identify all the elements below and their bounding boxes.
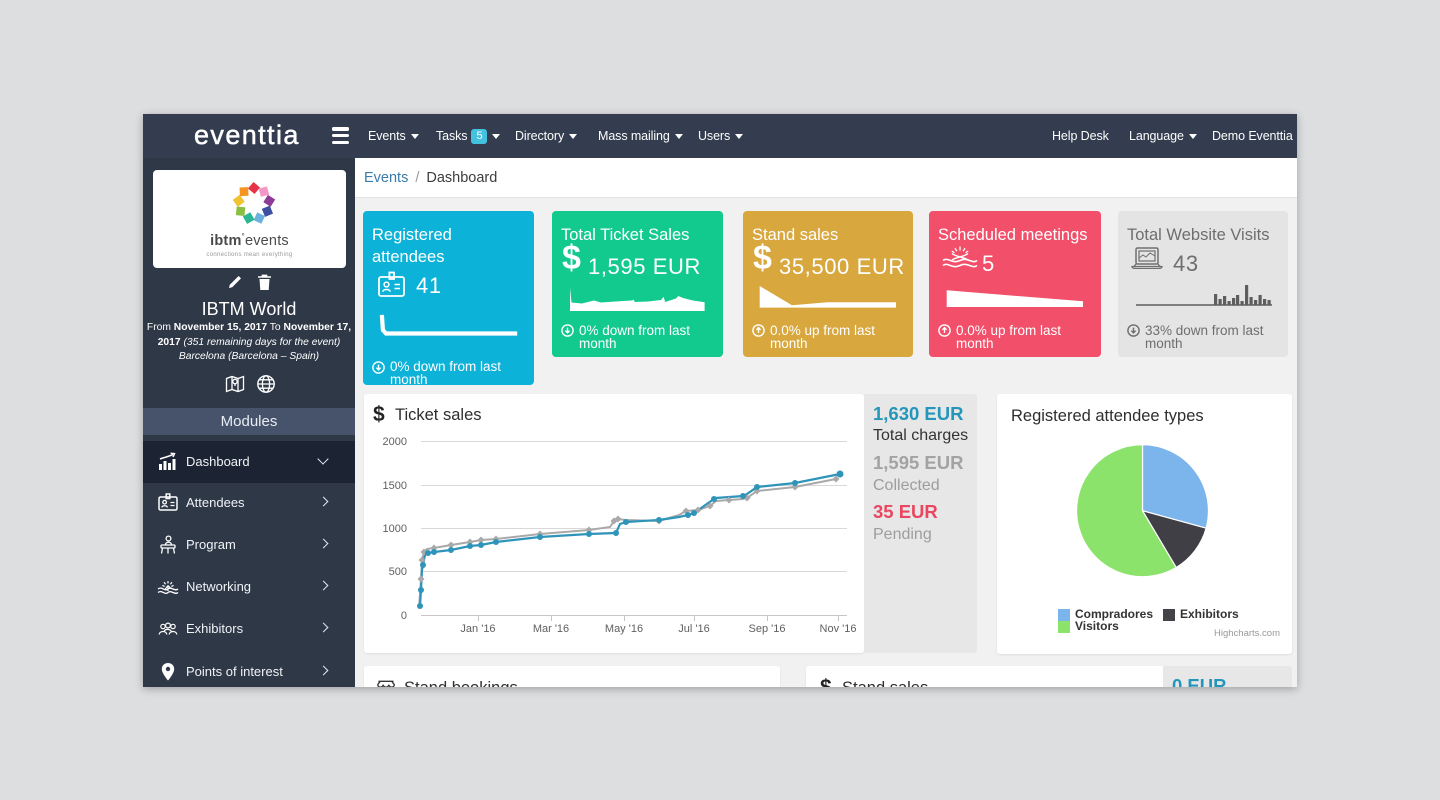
svg-text:Sep '16: Sep '16 bbox=[749, 623, 786, 635]
svg-text:0: 0 bbox=[401, 610, 407, 622]
svg-text:May '16: May '16 bbox=[605, 623, 643, 635]
svg-text:1000: 1000 bbox=[383, 523, 407, 535]
svg-text:Mar '16: Mar '16 bbox=[533, 623, 569, 635]
svg-text:Jul '16: Jul '16 bbox=[678, 623, 709, 635]
svg-text:Jan '16: Jan '16 bbox=[460, 623, 495, 635]
svg-text:500: 500 bbox=[389, 566, 407, 578]
svg-text:1500: 1500 bbox=[383, 480, 407, 492]
svg-text:Nov '16: Nov '16 bbox=[820, 623, 857, 635]
svg-text:2000: 2000 bbox=[383, 436, 407, 448]
